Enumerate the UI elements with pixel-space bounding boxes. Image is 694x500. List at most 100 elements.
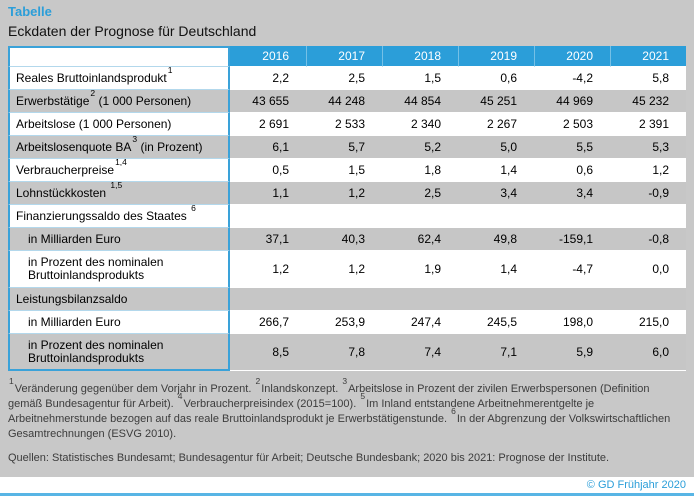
value-cell: 2,2	[230, 67, 306, 90]
value-cell: 5,8	[610, 67, 686, 90]
value-cell: -0,8	[610, 228, 686, 251]
value-cell: 7,1	[458, 334, 534, 371]
table-group-row: Leistungsbilanzsaldo	[8, 288, 686, 311]
value-cell: 1,2	[306, 182, 382, 205]
value-cell	[610, 205, 686, 228]
footnotes: 1Veränderung gegenüber dem Vorjahr in Pr…	[8, 376, 671, 440]
value-cell: 0,6	[458, 67, 534, 90]
value-cell: 5,2	[382, 136, 458, 159]
value-cell	[382, 288, 458, 311]
footer-rule	[0, 493, 694, 496]
table-row: Verbraucherpreise1,4 0,5 1,5 1,8 1,4 0,6…	[8, 157, 686, 182]
value-cell: -159,1	[534, 228, 610, 251]
value-cell: 3,4	[534, 182, 610, 205]
value-cell: 2 533	[306, 113, 382, 136]
row-label: Arbeitslosenquote BA3 (in Prozent)	[8, 134, 230, 159]
value-cell: 5,0	[458, 136, 534, 159]
value-cell	[382, 205, 458, 228]
value-cell: 45 251	[458, 90, 534, 113]
value-cell: 247,4	[382, 311, 458, 334]
value-cell	[610, 288, 686, 311]
content-area: Tabelle Eckdaten der Prognose für Deutsc…	[0, 0, 694, 477]
value-cell: -4,2	[534, 67, 610, 90]
value-cell: 37,1	[230, 228, 306, 251]
value-cell: 1,5	[382, 67, 458, 90]
year-header-2019: 2019	[458, 46, 534, 67]
value-cell: 40,3	[306, 228, 382, 251]
value-cell: 7,8	[306, 334, 382, 371]
value-cell	[534, 288, 610, 311]
row-label: in Prozent des nominalen Bruttoinlandspr…	[8, 251, 230, 288]
copyright: © GD Frühjahr 2020	[586, 479, 686, 491]
value-cell: -0,9	[610, 182, 686, 205]
value-cell: 1,8	[382, 159, 458, 182]
table-group-row: Finanzierungssaldo des Staates 6	[8, 203, 686, 228]
value-cell: 49,8	[458, 228, 534, 251]
year-header-2018: 2018	[382, 46, 458, 67]
table-row: in Milliarden Euro 37,1 40,3 62,4 49,8 -…	[8, 228, 686, 251]
value-cell: 1,5	[306, 159, 382, 182]
value-cell: 44 248	[306, 90, 382, 113]
value-cell: 0,0	[610, 251, 686, 288]
value-cell: 2,5	[382, 182, 458, 205]
label-column-header	[8, 46, 230, 67]
forecast-table: 2016 2017 2018 2019 2020 2021 Reales Bru…	[8, 46, 686, 371]
row-label: Leistungsbilanzsaldo	[8, 288, 230, 311]
page-footer: © GD Frühjahr 2020	[0, 477, 694, 500]
value-cell: -4,7	[534, 251, 610, 288]
sources-line: Quellen: Statistisches Bundesamt; Bundes…	[8, 452, 610, 464]
page-title: Eckdaten der Prognose für Deutschland	[8, 23, 257, 39]
value-cell	[306, 288, 382, 311]
value-cell: 5,9	[534, 334, 610, 371]
value-cell	[230, 205, 306, 228]
value-cell	[534, 205, 610, 228]
row-label: Arbeitslose (1 000 Personen)	[8, 113, 230, 136]
table-row: Reales Bruttoinlandsprodukt1 2,2 2,5 1,5…	[8, 65, 686, 90]
value-cell: 45 232	[610, 90, 686, 113]
value-cell: 3,4	[458, 182, 534, 205]
value-cell: 43 655	[230, 90, 306, 113]
value-cell: 2 391	[610, 113, 686, 136]
table-header-row: 2016 2017 2018 2019 2020 2021	[8, 46, 686, 67]
value-cell: 2 691	[230, 113, 306, 136]
value-cell: 5,7	[306, 136, 382, 159]
year-header-2021: 2021	[610, 46, 686, 67]
value-cell	[458, 288, 534, 311]
value-cell: 1,9	[382, 251, 458, 288]
row-label: Verbraucherpreise1,4	[8, 157, 230, 182]
year-header-2017: 2017	[306, 46, 382, 67]
value-cell: 5,5	[534, 136, 610, 159]
value-cell: 7,4	[382, 334, 458, 371]
value-cell: 2 267	[458, 113, 534, 136]
value-cell: 2,5	[306, 67, 382, 90]
value-cell: 2 340	[382, 113, 458, 136]
value-cell: 44 969	[534, 90, 610, 113]
table-row: Erwerbstätige2 (1 000 Personen) 43 655 4…	[8, 88, 686, 113]
value-cell: 266,7	[230, 311, 306, 334]
value-cell: 5,3	[610, 136, 686, 159]
value-cell: 1,4	[458, 159, 534, 182]
value-cell	[306, 205, 382, 228]
value-cell: 1,2	[610, 159, 686, 182]
table-row: Arbeitslosenquote BA3 (in Prozent) 6,1 5…	[8, 134, 686, 159]
value-cell: 0,5	[230, 159, 306, 182]
table-row: Arbeitslose (1 000 Personen) 2 691 2 533…	[8, 113, 686, 136]
value-cell: 198,0	[534, 311, 610, 334]
value-cell: 44 854	[382, 90, 458, 113]
table-row: Lohnstückkosten 1,5 1,1 1,2 2,5 3,4 3,4 …	[8, 180, 686, 205]
table-row: in Prozent des nominalen Bruttoinlandspr…	[8, 251, 686, 288]
year-header-2020: 2020	[534, 46, 610, 67]
row-label: Erwerbstätige2 (1 000 Personen)	[8, 88, 230, 113]
value-cell: 245,5	[458, 311, 534, 334]
value-cell	[230, 288, 306, 311]
value-cell: 0,6	[534, 159, 610, 182]
value-cell: 1,4	[458, 251, 534, 288]
value-cell: 62,4	[382, 228, 458, 251]
row-label: in Milliarden Euro	[8, 311, 230, 334]
value-cell: 6,0	[610, 334, 686, 371]
value-cell: 6,1	[230, 136, 306, 159]
value-cell: 215,0	[610, 311, 686, 334]
value-cell: 8,5	[230, 334, 306, 371]
row-label: in Milliarden Euro	[8, 228, 230, 251]
